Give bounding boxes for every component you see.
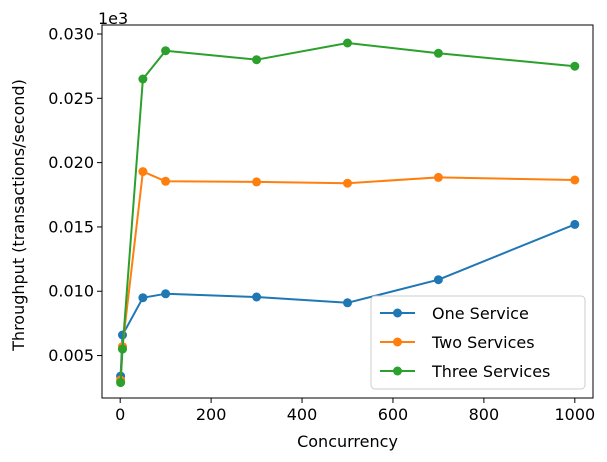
data-point-0-5 [343,298,352,308]
x-tick-label: 400 [287,405,318,424]
data-point-2-2 [138,74,148,84]
x-tick-label: 600 [378,405,409,424]
data-point-2-3 [161,46,171,56]
legend-marker-1 [393,337,402,347]
data-point-1-2 [138,167,148,177]
legend-box [370,295,586,390]
y-tick-label: 0.030 [48,25,94,44]
legend-label-0: One Service [432,304,529,323]
plot-area [101,24,594,399]
data-point-2-1 [118,344,127,354]
y-tick-label: 0.005 [48,346,94,365]
y-tick-label: 0.010 [48,282,94,301]
legend-marker-0 [393,308,402,318]
data-point-1-4 [252,177,262,187]
series-line-1 [119,170,575,381]
x-tick-label: 0 [115,405,125,424]
y-offset-label: 1e3 [98,9,128,28]
data-point-2-7 [570,61,580,71]
series-line-0 [119,223,576,377]
y-axis-ticks: 0.005 0.010 0.015 0.020 0.025 0.030 [48,25,102,365]
legend-label-2: Three Services [431,362,550,381]
data-point-1-7 [570,175,580,185]
legend-marker-2 [393,366,402,376]
data-point-2-6 [433,48,443,58]
data-point-0-4 [252,292,262,302]
x-axis-ticks: 0 200 400 600 800 1000 [115,398,595,424]
axes-frame [101,24,594,399]
data-point-1-3 [161,176,171,186]
x-tick-label: 1000 [554,405,595,424]
y-tick-label: 0.015 [48,217,94,236]
data-point-2-5 [343,38,352,48]
data-point-0-7 [570,219,580,229]
data-point-0-6 [433,275,443,285]
y-tick-label: 0.025 [48,89,94,108]
data-point-2-0 [116,378,126,388]
y-axis-label: Throughput (transactions/second) [9,79,28,352]
x-axis-label: Concurrency [297,432,398,451]
data-point-2-4 [252,55,262,65]
data-point-1-5 [343,178,352,188]
data-point-0-2 [138,293,148,303]
legend: One Service Two Services Three Services [370,295,586,390]
legend-label-1: Two Services [431,333,535,352]
data-point-1-6 [433,172,443,182]
data-point-0-3 [161,289,171,299]
x-tick-label: 800 [469,405,500,424]
y-tick-label: 0.020 [48,153,94,172]
x-tick-label: 200 [196,405,227,424]
series-line-2 [119,42,575,383]
